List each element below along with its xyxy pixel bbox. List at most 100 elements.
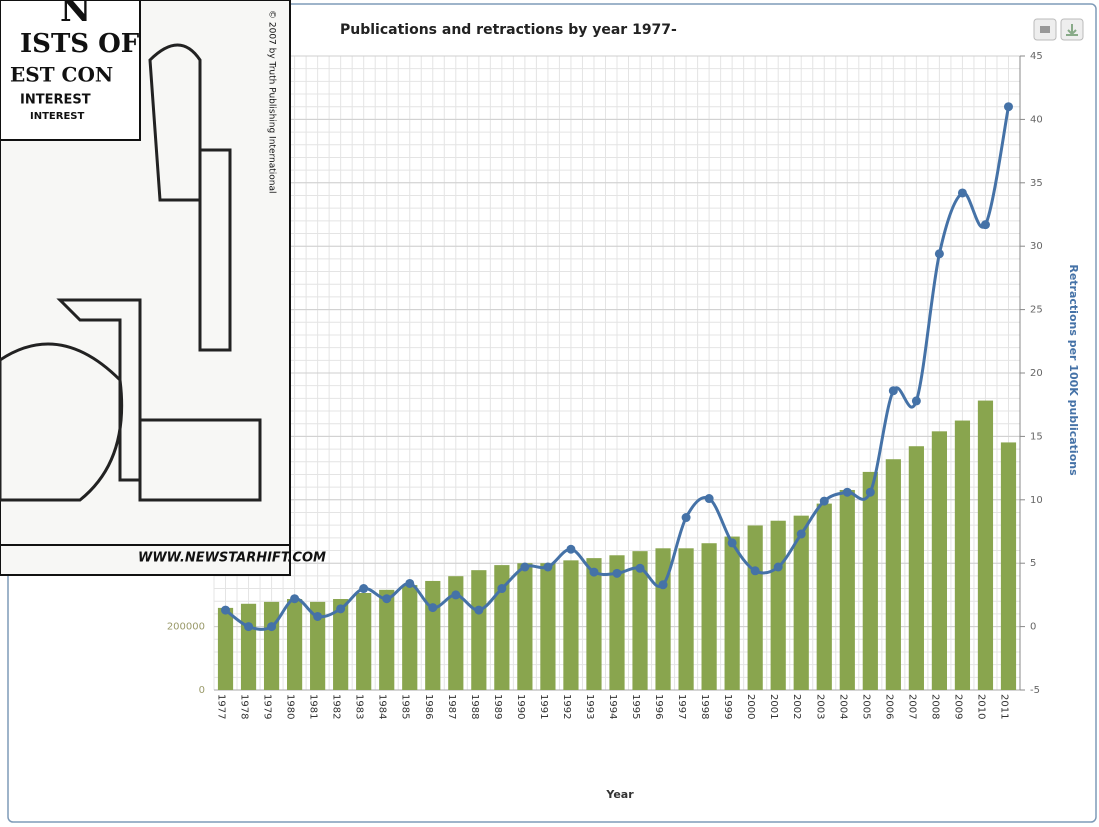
line-point — [774, 563, 783, 572]
line-point — [290, 594, 299, 603]
cartoon-text: ISTS OF — [20, 29, 140, 59]
line-point — [566, 545, 575, 554]
x-tick-label: 1996 — [653, 694, 664, 719]
bar — [287, 599, 302, 690]
y2-tick-label: 10 — [1030, 495, 1043, 506]
y2-tick-label: 35 — [1030, 178, 1043, 189]
bar — [402, 585, 417, 690]
line-point — [244, 622, 253, 631]
x-tick-label: 1979 — [262, 694, 273, 719]
x-axis-title: Year — [605, 788, 634, 801]
line-point — [935, 249, 944, 258]
line-point — [1004, 102, 1013, 111]
line-point — [751, 566, 760, 575]
line-point — [728, 538, 737, 547]
bar — [909, 446, 924, 690]
x-tick-label: 1983 — [354, 694, 365, 719]
bar — [863, 472, 878, 690]
x-tick-label: 1997 — [676, 694, 687, 719]
cartoon-text: INTEREST — [30, 111, 84, 122]
chart: Publications and retractions by year 197… — [0, 0, 1099, 827]
line-point — [797, 530, 806, 539]
bar — [978, 401, 993, 690]
x-tick-label: 1995 — [630, 694, 641, 719]
bar — [702, 543, 717, 690]
bar — [218, 608, 233, 690]
y2-tick-label: 15 — [1030, 431, 1043, 442]
y2-axis-title: Retractions per 100K publications — [1067, 264, 1080, 476]
line-point — [359, 584, 368, 593]
page: Publications and retractions by year 197… — [0, 0, 1099, 827]
line-point — [705, 494, 714, 503]
x-tick-label: 1992 — [561, 694, 572, 719]
cartoon-text: INTEREST — [20, 93, 91, 108]
line-point — [520, 563, 529, 572]
bar — [932, 431, 947, 690]
x-tick-label: 2003 — [814, 694, 825, 719]
bar — [886, 459, 901, 690]
y2-tick-label: 20 — [1030, 368, 1043, 379]
x-tick-label: 1977 — [216, 694, 227, 719]
y2-tick-label: -5 — [1030, 685, 1040, 696]
x-tick-label: 1990 — [515, 694, 526, 719]
y-tick-label: 0 — [199, 685, 205, 696]
x-tick-label: 1978 — [239, 694, 250, 719]
line-point — [405, 579, 414, 588]
x-tick-label: 2004 — [837, 694, 848, 719]
x-tick-label: 1998 — [699, 694, 710, 719]
y2-tick-label: 25 — [1030, 305, 1043, 316]
line-point — [866, 488, 875, 497]
x-tick-label: 1986 — [423, 694, 434, 719]
x-tick-label: 1999 — [722, 694, 733, 719]
x-tick-label: 2011 — [998, 694, 1009, 719]
bar — [517, 563, 532, 690]
bar — [425, 581, 440, 690]
y2-tick-label: 45 — [1030, 51, 1043, 62]
line-point — [474, 606, 483, 615]
x-tick-label: 1985 — [400, 694, 411, 719]
bar — [1001, 442, 1016, 690]
x-tick-label: 2008 — [929, 694, 940, 719]
cartoon-text: WWW.NEWSTARHIFT.COM — [138, 551, 326, 566]
line-point — [981, 220, 990, 229]
line-point — [428, 603, 437, 612]
line-point — [682, 513, 691, 522]
bar — [678, 548, 693, 690]
line-point — [589, 568, 598, 577]
line-point — [889, 386, 898, 395]
line-point — [267, 622, 276, 631]
cartoon-text: N — [60, 0, 91, 30]
line-point — [636, 564, 645, 573]
y2-tick-label: 0 — [1030, 622, 1036, 633]
bar — [471, 570, 486, 690]
y2-tick-label: 40 — [1030, 114, 1043, 125]
bar — [840, 490, 855, 690]
chart-title: Publications and retractions by year 197… — [340, 22, 677, 38]
line-point — [659, 580, 668, 589]
x-tick-label: 1993 — [584, 694, 595, 719]
line-point — [543, 563, 552, 572]
x-tick-label: 2006 — [883, 694, 894, 719]
line-point — [958, 188, 967, 197]
x-tick-label: 1980 — [285, 694, 296, 719]
print-icon — [1040, 26, 1050, 33]
x-tick-label: 1987 — [446, 694, 457, 719]
x-tick-label: 2009 — [952, 694, 963, 719]
line-point — [221, 606, 230, 615]
bar — [748, 525, 763, 690]
x-tick-label: 2001 — [768, 694, 779, 719]
bar — [955, 421, 970, 690]
line-point — [313, 612, 322, 621]
bar — [586, 558, 601, 690]
x-tick-label: 2000 — [745, 694, 756, 719]
line-point — [843, 488, 852, 497]
x-tick-label: 1984 — [377, 694, 388, 719]
bar — [379, 590, 394, 690]
y2-tick-label: 30 — [1030, 241, 1043, 252]
x-tick-label: 1989 — [492, 694, 503, 719]
x-tick-label: 1988 — [469, 694, 480, 719]
line-point — [336, 604, 345, 613]
y2-tick-label: 5 — [1030, 558, 1036, 569]
bar — [817, 504, 832, 690]
